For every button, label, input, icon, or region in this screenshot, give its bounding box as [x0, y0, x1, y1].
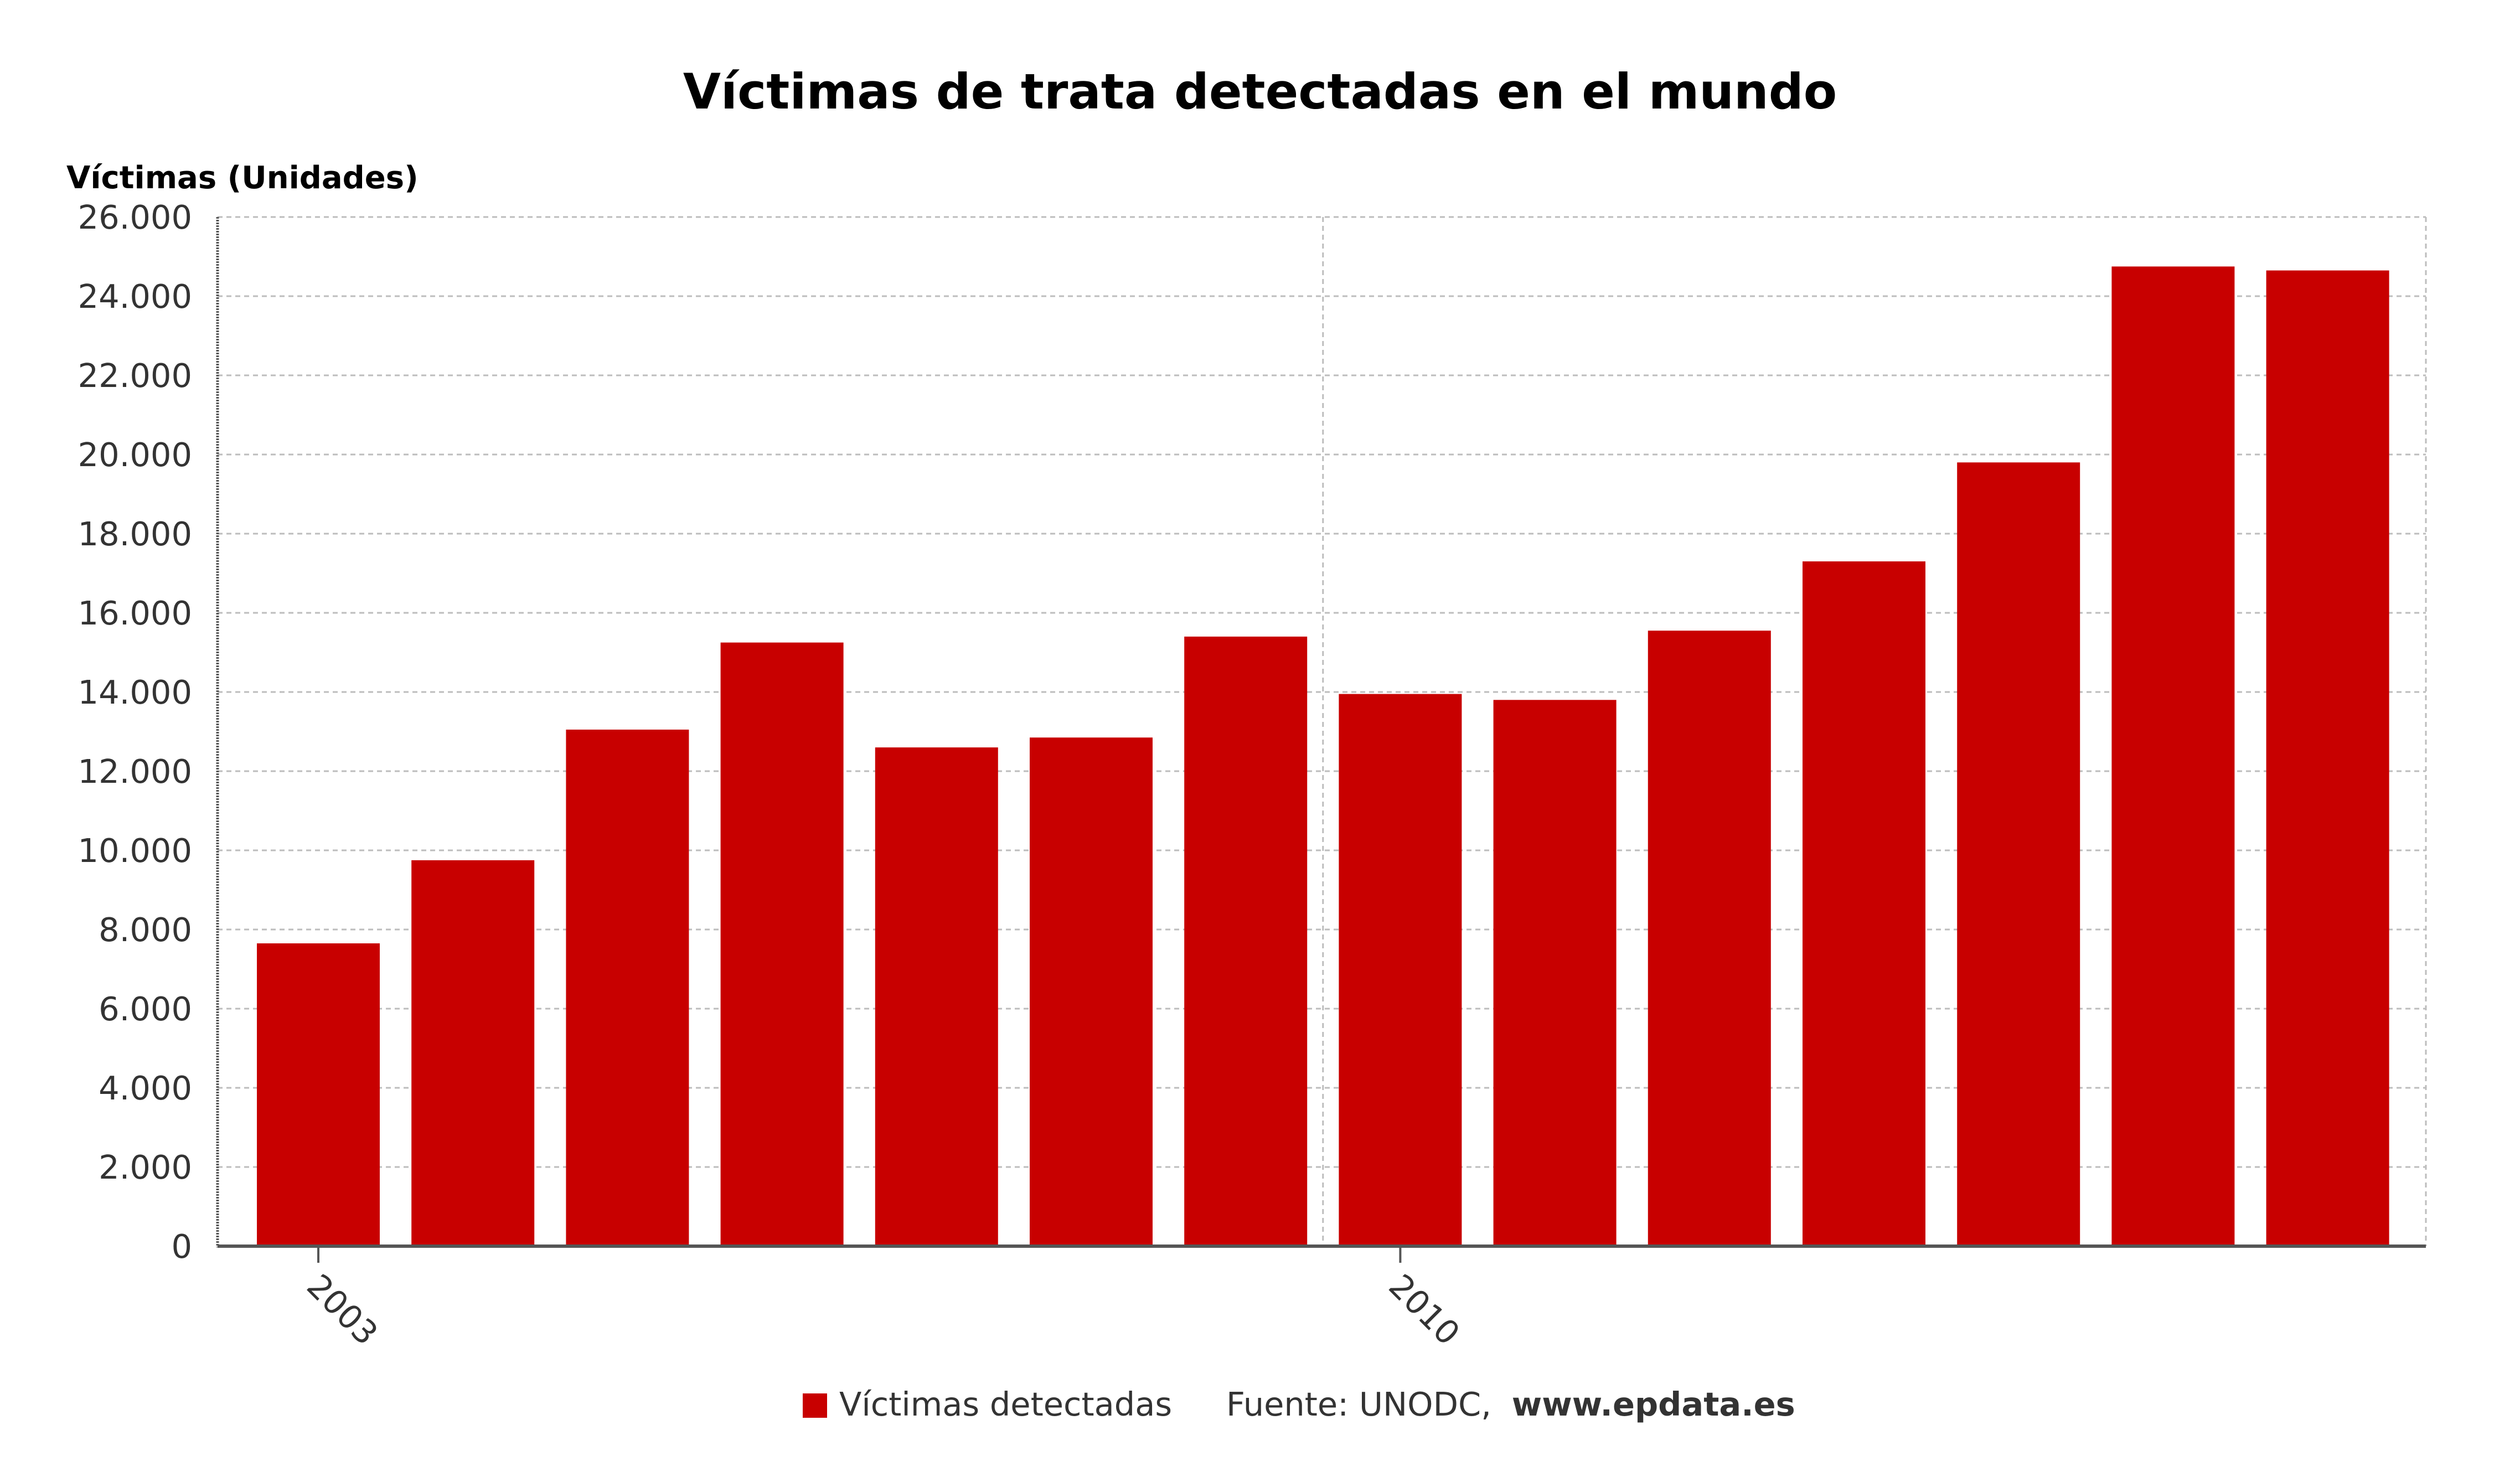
- bar-2005: [566, 729, 689, 1246]
- y-tick-labels: 0 2.000 4.000 6.000 8.000 10.000 12.000 14.000 1…: [78, 198, 192, 1266]
- bar-2013: [1803, 561, 1925, 1246]
- axes: [216, 217, 2426, 1263]
- y-tick-label: 4.000: [99, 1069, 192, 1107]
- y-tick-label: 24.000: [78, 277, 192, 316]
- y-tick-label: 20.000: [78, 436, 192, 474]
- y-tick-label: 0: [171, 1227, 192, 1266]
- y-tick-label: 10.000: [78, 832, 192, 870]
- bars: [257, 266, 2389, 1246]
- source-site: www.epdata.es: [1512, 1385, 1795, 1423]
- legend-label: Víctimas detectadas: [839, 1385, 1172, 1423]
- bar-2009: [1184, 636, 1308, 1246]
- bar-2006: [720, 642, 844, 1246]
- bar-2016: [2266, 270, 2389, 1246]
- y-tick-label: 26.000: [78, 198, 192, 236]
- legend: Víctimas detectadas Fuente: UNODC, www.e…: [803, 1385, 1795, 1423]
- y-tick-label: 8.000: [99, 911, 192, 949]
- y-tick-label: 16.000: [78, 594, 192, 632]
- bar-2011: [1493, 700, 1617, 1246]
- bar-2003: [257, 943, 380, 1246]
- bar-2010: [1339, 694, 1462, 1246]
- source-prefix: Fuente: UNODC,: [1226, 1385, 1491, 1423]
- chart-title: Víctimas de trata detectadas en el mundo: [683, 63, 1837, 120]
- y-tick-label: 12.000: [78, 752, 192, 791]
- y-tick-label: 22.000: [78, 357, 192, 395]
- legend-swatch: [803, 1393, 827, 1418]
- bar-2015: [2111, 266, 2235, 1246]
- bar-2004: [411, 860, 535, 1246]
- y-tick-label: 6.000: [99, 990, 192, 1028]
- y-tick-label: 2.000: [99, 1148, 192, 1186]
- source-credit: Fuente: UNODC, www.epdata.es: [1226, 1385, 1795, 1423]
- bar-2012: [1648, 631, 1771, 1246]
- bar-2008: [1030, 737, 1153, 1246]
- bar-2007: [875, 747, 998, 1246]
- y-tick-label: 18.000: [78, 515, 192, 553]
- y-tick-label: 14.000: [78, 673, 192, 711]
- bar-2014: [1957, 462, 2080, 1246]
- y-axis-label: Víctimas (Unidades): [66, 160, 419, 196]
